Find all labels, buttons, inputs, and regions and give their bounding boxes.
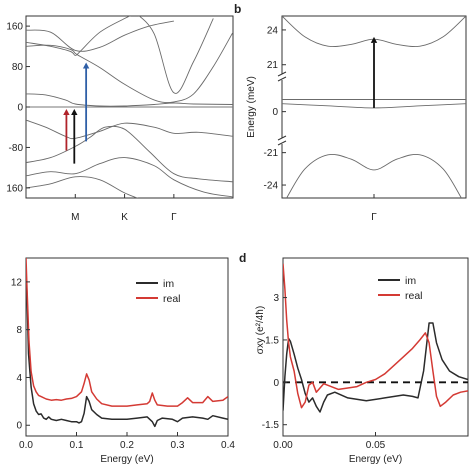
- panel-b-zoom-gamma: b 24 21 0 -21 -24 Γ Energy (meV): [234, 2, 467, 223]
- x-tick-label-4: 0.4: [221, 440, 235, 451]
- panel-c-plot-frame: [25, 257, 229, 437]
- x-tick-label-1: 0.1: [70, 440, 84, 451]
- x-tick-label-0: Γ: [371, 212, 377, 223]
- panel-c-x-ticks: 0.0 0.1 0.2 0.3 0.4: [19, 432, 235, 451]
- y-tick-label-2: 8: [16, 325, 22, 336]
- y-tick-label-2: 0: [273, 378, 279, 389]
- panel-d-x-axis-label: Energy (eV): [349, 454, 402, 465]
- y-tick-label-0: 160: [6, 22, 23, 33]
- break-mark-a-0: [277, 71, 287, 77]
- band-line-4: [26, 93, 233, 107]
- panel-c-y-ticks: 0 4 8 12: [11, 277, 30, 432]
- x-tick-label-1: 0.05: [366, 440, 386, 451]
- y-tick-label-0: 24: [267, 25, 279, 36]
- panel-b-letter: b: [234, 2, 241, 16]
- panel-c-x-axis-label: Energy (eV): [100, 454, 153, 465]
- panel-c-legend-im-label: im: [163, 278, 174, 290]
- break-mark-b-1: [277, 140, 287, 146]
- band-line-2: [26, 31, 233, 103]
- panel-c-legend: im real: [136, 278, 181, 305]
- panel-d-y-ticks: 3 1.5 0 -1.5: [262, 293, 287, 431]
- x-tick-label-3: 0.3: [171, 440, 185, 451]
- y-tick-label-2: 0: [17, 103, 23, 114]
- series-line-real: [283, 263, 468, 409]
- series-line-im: [283, 322, 468, 413]
- panel-b-x-ticks: Γ: [371, 194, 377, 223]
- x-tick-label-1: K: [121, 212, 128, 223]
- band-line-3: [138, 16, 214, 94]
- panel-d-legend-im-label: im: [405, 275, 416, 287]
- panel-b-y-ticks: 24 21 0 -21 -24: [264, 25, 286, 192]
- band-line-0: [26, 20, 174, 52]
- y-tick-label-4: -24: [264, 181, 279, 192]
- break-mark-b-0: [277, 76, 287, 82]
- panel-d-y-axis-label: σxy (e²/4ħ): [255, 306, 266, 354]
- series-line-real: [26, 258, 228, 407]
- break-mask-1: [279, 138, 285, 144]
- y-tick-label-0: 3: [273, 293, 279, 304]
- x-tick-label-0: 0.0: [19, 440, 33, 451]
- series-line-im: [26, 275, 228, 428]
- arrow-0-head: [370, 36, 378, 43]
- panel-c-legend-real-label: real: [163, 293, 181, 305]
- arrow-0-head: [63, 109, 70, 116]
- y-tick-label-1: 80: [12, 62, 24, 73]
- panel-a-transition-arrows: [63, 62, 90, 164]
- x-tick-label-0: M: [71, 212, 79, 223]
- y-tick-label-3: 12: [11, 277, 23, 288]
- arrow-1-head: [71, 109, 78, 116]
- x-tick-label-2: Γ: [171, 212, 177, 223]
- x-tick-label-2: 0.2: [120, 440, 134, 451]
- panel-b-y-axis-label: Energy (meV): [246, 76, 257, 138]
- y-tick-label-1: 4: [16, 373, 22, 384]
- band-line-5: [26, 119, 233, 140]
- panel-c-series: [26, 258, 228, 428]
- y-tick-label-3: -80: [9, 143, 24, 154]
- y-tick-label-2: 0: [272, 107, 278, 118]
- x-tick-label-0: 0.00: [273, 440, 293, 451]
- band-line-6: [26, 125, 233, 183]
- panel-a-band-structure: 160 80 0 -80 160 M K Γ: [6, 15, 234, 223]
- y-tick-label-4: 160: [6, 183, 23, 194]
- y-tick-label-1: 21: [267, 60, 279, 71]
- band-line-1: [26, 16, 131, 56]
- panel-d-hall-conductivity: d 3 1.5 0 -1.5 0.00 0.05 im real σxy (e²/4ħ)…: [239, 251, 469, 465]
- panel-b-axis-breaks: [277, 71, 287, 146]
- panel-d-legend-real-label: real: [405, 290, 423, 302]
- y-tick-label-1: 1.5: [265, 335, 279, 346]
- panel-d-letter: d: [239, 251, 246, 265]
- panel-b-transition-arrow: [370, 36, 378, 108]
- break-mark-a-1: [277, 135, 287, 141]
- y-tick-label-3: -21: [264, 148, 279, 159]
- break-mask-0: [279, 74, 285, 80]
- panel-a-y-ticks: 160 80 0 -80 160: [6, 22, 30, 194]
- panel-d-series: [283, 263, 468, 413]
- arrow-2-head: [82, 62, 90, 69]
- panel-a-bands: [26, 16, 233, 198]
- band-bottom-0: [286, 153, 462, 198]
- panel-d-plot-frame: [282, 257, 469, 437]
- panel-c-optical-response: 0 4 8 12 0.0 0.1 0.2 0.3 0.4 im real Energy (eV…: [11, 257, 235, 465]
- panel-d-legend: im real: [378, 275, 423, 302]
- y-tick-label-0: 0: [16, 421, 22, 432]
- panel-d-x-ticks: 0.00 0.05: [273, 432, 386, 451]
- y-tick-label-3: -1.5: [262, 420, 280, 431]
- band-line-8: [26, 176, 139, 198]
- band-line-7: [26, 157, 233, 198]
